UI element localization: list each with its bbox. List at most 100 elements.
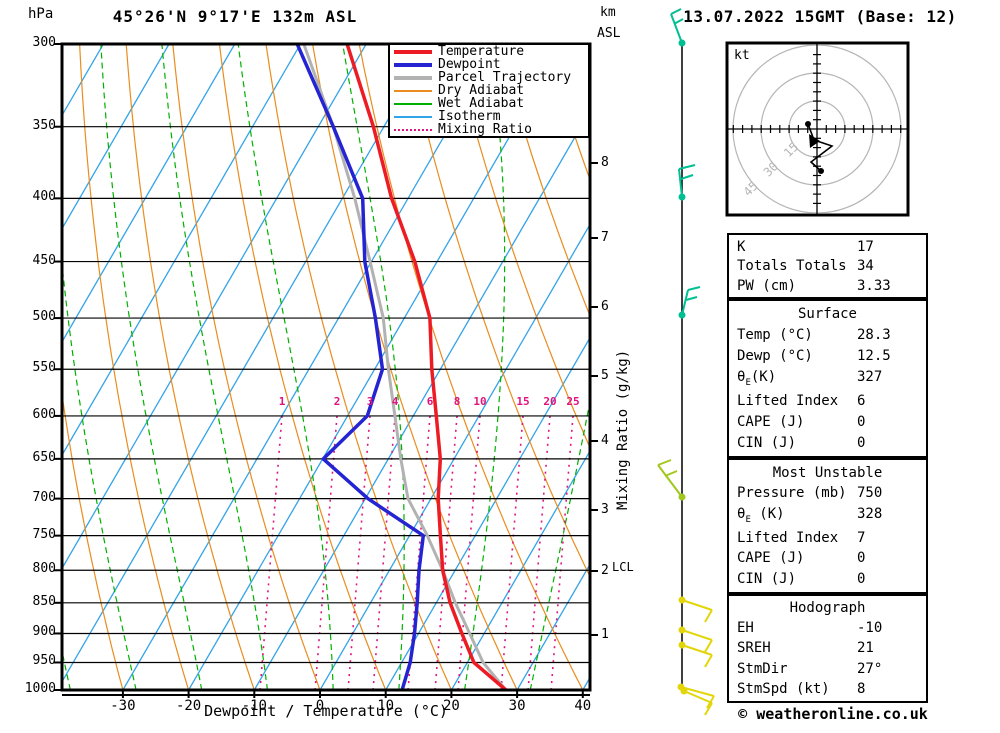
wind-barb [678,164,696,201]
copyright-label: © weatheronline.co.uk [738,705,928,723]
mixing-ratio-line [347,415,371,689]
wind-barb-line [664,470,678,477]
isotherm-line [63,45,433,682]
legend-item: Parcel Trajectory [390,71,588,84]
panel-row: PW (cm) 3.33 [729,278,926,294]
panel-header: Most Unstable [772,464,883,481]
legend-box: Temperature Dewpoint Parcel Trajectory Dry … [388,43,590,138]
panel-row-value: 6 [857,392,866,409]
legend-line-sample [394,115,432,118]
panel-row: CIN (J) 0 [729,571,926,587]
panel-row: StmSpd (kt) 8 [729,681,926,697]
info-panel: Most Unstable Pressure (mb) 750 θE (K) 328 Li… [727,458,928,594]
panel-row: θE(K) 327 [729,369,926,388]
mixing-ratio-line [372,415,396,689]
panel-row-value: 7 [857,529,866,546]
wind-barb-line [687,286,701,291]
hodograph-trace-dot [805,121,811,127]
hodograph-ring-label: 30 [761,159,781,179]
panel-row-value: 27° [857,660,883,677]
panel-row-label: StmDir [737,660,788,677]
legend-label: Isotherm [438,109,501,124]
legend-item: Dry Adiabat [390,84,588,97]
sounding-curves [295,45,508,689]
isotherm-line [319,224,589,689]
plot-background-lines [63,45,589,689]
dry-adiabat-line [63,397,124,689]
legend-item: Isotherm [390,110,588,123]
panel-row-label: CAPE (J) [737,550,805,567]
wind-barb-line [657,464,683,498]
asl-axis-label: ASL [597,26,621,41]
wind-barb-line [678,164,696,170]
hodograph-border [725,41,910,217]
panel-row-label: θE (K) [737,506,785,525]
wind-barb-line [681,289,689,316]
panel-row-label: CAPE (J) [737,413,805,430]
hodograph-trace-dot [818,168,824,174]
panel-header: Hodograph [789,600,866,617]
panel-row-label: CIN (J) [737,434,797,451]
wind-barb-line [704,702,713,716]
legend-item: Dewpoint [390,58,588,71]
panel-row-value: 21 [857,640,874,657]
wind-barb-line [670,13,683,44]
wind-barb-line [670,8,682,15]
panel-row-value: 34 [857,258,874,274]
panel-row: StmDir 27° [729,661,926,677]
panel-row: SREH 21 [729,640,926,656]
wind-barb [657,459,686,501]
parcel-trajectory-curve [302,45,508,689]
panel-row: CAPE (J) 0 [729,550,926,566]
plot-border [60,42,592,692]
info-panel: K 17 Totals Totals 34 PW (cm) 3.33 [727,233,928,299]
wind-barb [678,641,713,668]
wind-barb [678,286,701,319]
panel-row-label: Totals Totals [737,258,847,274]
panel-row: Pressure (mb) 750 [729,485,926,501]
wind-barb-line [678,168,683,198]
wet-adiabat-line [100,45,203,689]
km-axis-label: km [600,5,616,20]
panel-row: Dewp (°C) 12.5 [729,348,926,364]
wind-barb-line [681,599,713,611]
panel-row-label: SREH [737,640,771,657]
wind-barb-line [704,609,713,623]
panel-row-value: 328 [857,506,883,523]
panel-row-value: 327 [857,369,883,386]
panel-row: Totals Totals 34 [729,258,926,274]
panel-row-label: Lifted Index [737,529,839,546]
isotherm-line [516,564,589,689]
panel-row-label: θE(K) [737,369,777,388]
panel-row-label: StmSpd (kt) [737,680,830,697]
panel-row-value: 750 [857,485,883,502]
legend-label: Dewpoint [438,57,501,72]
wind-barb-line [685,296,698,301]
wet-adiabat-line [342,45,405,689]
dry-adiabat-line [498,45,589,315]
panel-row: Lifted Index 7 [729,530,926,546]
dry-adiabat-line [358,45,583,689]
wind-barb-line [704,654,713,668]
legend-label: Wet Adiabat [438,96,525,111]
panel-row-label: Lifted Index [737,392,839,409]
legend-label: Temperature [438,44,525,59]
isotherm-line [63,45,104,115]
wind-barb [678,626,713,653]
dry-adiabat-line [125,45,255,689]
panel-row-value: 0 [857,571,866,588]
legend-item: Mixing Ratio [390,123,588,136]
panel-row-value: 0 [857,550,866,567]
wind-barb-line [683,690,713,704]
isotherm-line [254,111,589,689]
legend-label: Dry Adiabat [438,83,525,98]
wind-barb [678,596,713,623]
panel-header: Surface [797,306,857,323]
legend-line-sample [394,128,432,131]
panel-row: EH -10 [729,620,926,636]
legend-item: Wet Adiabat [390,97,588,110]
pressure-axis-unit: hPa [28,6,54,22]
isotherm-line [63,45,170,229]
